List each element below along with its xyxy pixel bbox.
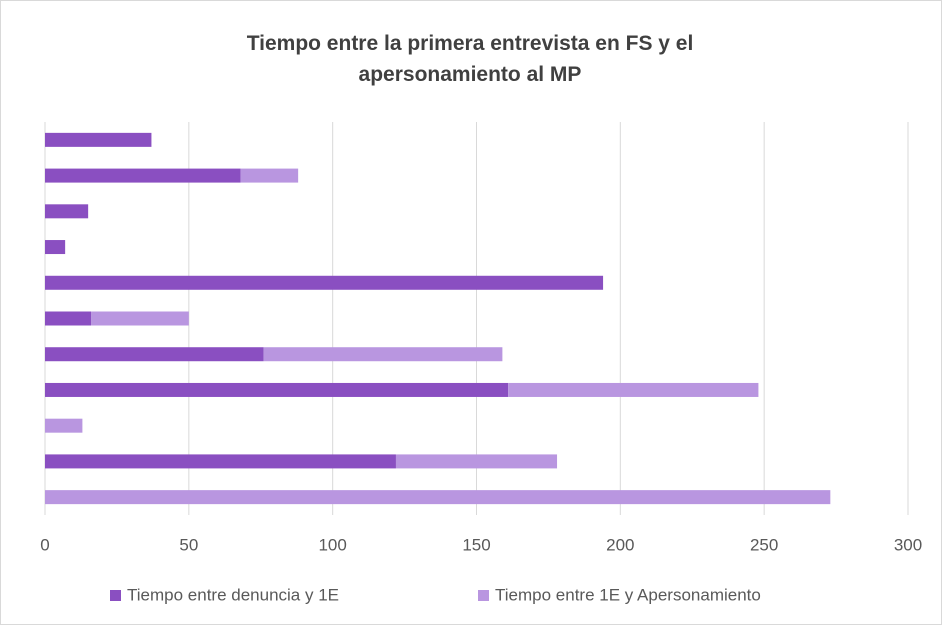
legend-swatch bbox=[478, 590, 489, 601]
bar bbox=[508, 382, 759, 397]
bar bbox=[45, 490, 831, 505]
bar bbox=[45, 311, 92, 326]
x-tick-label: 300 bbox=[894, 535, 922, 554]
chart-title: Tiempo entre la primera entrevista en FS… bbox=[246, 32, 694, 86]
legend-swatch bbox=[110, 590, 121, 601]
bar bbox=[45, 275, 604, 290]
bar bbox=[395, 454, 558, 469]
bar bbox=[91, 311, 189, 326]
bar bbox=[45, 132, 152, 147]
x-tick-label: 250 bbox=[750, 535, 778, 554]
x-tick-label: 100 bbox=[318, 535, 346, 554]
bar bbox=[45, 418, 83, 433]
x-tick-label: 50 bbox=[179, 535, 198, 554]
bar bbox=[45, 168, 241, 183]
x-tick-label: 200 bbox=[606, 535, 634, 554]
bar bbox=[45, 240, 66, 255]
legend-label: Tiempo entre denuncia y 1E bbox=[127, 585, 339, 604]
bar bbox=[45, 382, 509, 397]
bar bbox=[263, 347, 503, 362]
x-tick-label: 0 bbox=[40, 535, 49, 554]
bar bbox=[240, 168, 299, 183]
legend-label: Tiempo entre 1E y Apersonamiento bbox=[495, 585, 761, 604]
bar bbox=[45, 347, 264, 362]
x-tick-label: 150 bbox=[462, 535, 490, 554]
bar bbox=[45, 204, 89, 219]
bar bbox=[45, 454, 396, 469]
